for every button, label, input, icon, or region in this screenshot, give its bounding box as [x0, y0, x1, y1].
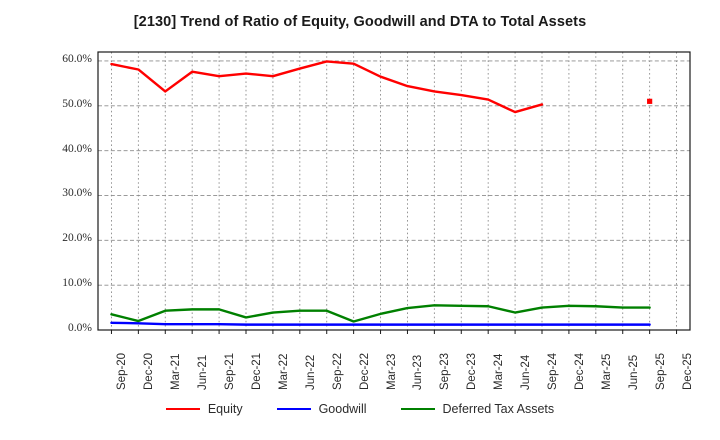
series-line-equity: [110, 60, 544, 114]
x-axis-tick-label: Sep-22: [331, 352, 344, 390]
y-axis-tick-label: 50.0%: [62, 97, 92, 110]
y-axis-tick-label: 40.0%: [62, 142, 92, 155]
x-axis-tick-label: Mar-21: [170, 353, 183, 390]
y-axis-tick-label: 60.0%: [62, 52, 92, 65]
x-axis-tick-label: Mar-24: [493, 353, 506, 390]
x-axis-tick-label: Jun-25: [627, 354, 640, 390]
plot-frame: [97, 51, 691, 334]
x-axis-tick-label: Dec-22: [358, 352, 371, 390]
legend-item-deferred-tax-assets[interactable]: Deferred Tax Assets: [400, 402, 555, 416]
legend-item-equity[interactable]: Equity: [165, 402, 243, 416]
x-axis-tick-label: Sep-24: [547, 352, 559, 390]
legend-line-icon: [165, 408, 200, 410]
x-axis-tick-label: Mar-23: [385, 353, 398, 390]
x-axis-tick-label: Sep-21: [224, 352, 237, 390]
x-axis-tick-label: Jun-23: [412, 354, 425, 390]
x-axis-tick-label: Sep-20: [116, 352, 129, 390]
legend-label: Goodwill: [318, 402, 367, 416]
legend-label: Deferred Tax Assets: [442, 402, 555, 416]
x-axis-tick-label: Jun-24: [520, 354, 533, 390]
x-axis-tick-label: Jun-22: [304, 354, 317, 390]
x-axis-tick-label: Sep-25: [654, 352, 667, 390]
y-axis-ticks: 0.0% 10.0% 20.0% 30.0% 40.0% 50.0% 60.0%: [32, 0, 92, 440]
series-line-deferred-tax-assets: [110, 304, 651, 323]
x-axis-tick-label: Mar-22: [277, 353, 290, 390]
x-axis-tick-label: Dec-21: [251, 352, 263, 390]
x-axis-tick-label: Sep-23: [439, 352, 452, 390]
x-axis-tick-label: Dec-23: [466, 352, 479, 390]
y-axis-tick-label: 20.0%: [62, 232, 92, 245]
y-axis-tick-label: 10.0%: [62, 277, 92, 290]
x-axis-tick-label: Dec-25: [681, 352, 694, 390]
x-axis-tick-label: Jun-21: [197, 354, 210, 390]
x-axis-tick-label: Mar-25: [600, 353, 613, 390]
x-axis-tick-label: Dec-20: [143, 352, 156, 390]
series-layer: [110, 60, 653, 326]
series-point-equity: [647, 98, 653, 104]
x-axis-tick-label: Dec-24: [573, 352, 586, 390]
chart-legend: Equity Goodwill Deferred Tax Assets: [0, 402, 720, 416]
series-line-goodwill: [110, 321, 651, 326]
y-axis-tick-label: 0.0%: [68, 322, 92, 334]
legend-line-icon: [400, 408, 435, 410]
y-axis-tick-label: 30.0%: [62, 187, 92, 200]
legend-line-icon: [276, 408, 311, 410]
legend-item-goodwill[interactable]: Goodwill: [276, 402, 367, 416]
legend-label: Equity: [207, 402, 243, 416]
chart-title: [2130] Trend of Ratio of Equity, Goodwil…: [133, 14, 587, 30]
